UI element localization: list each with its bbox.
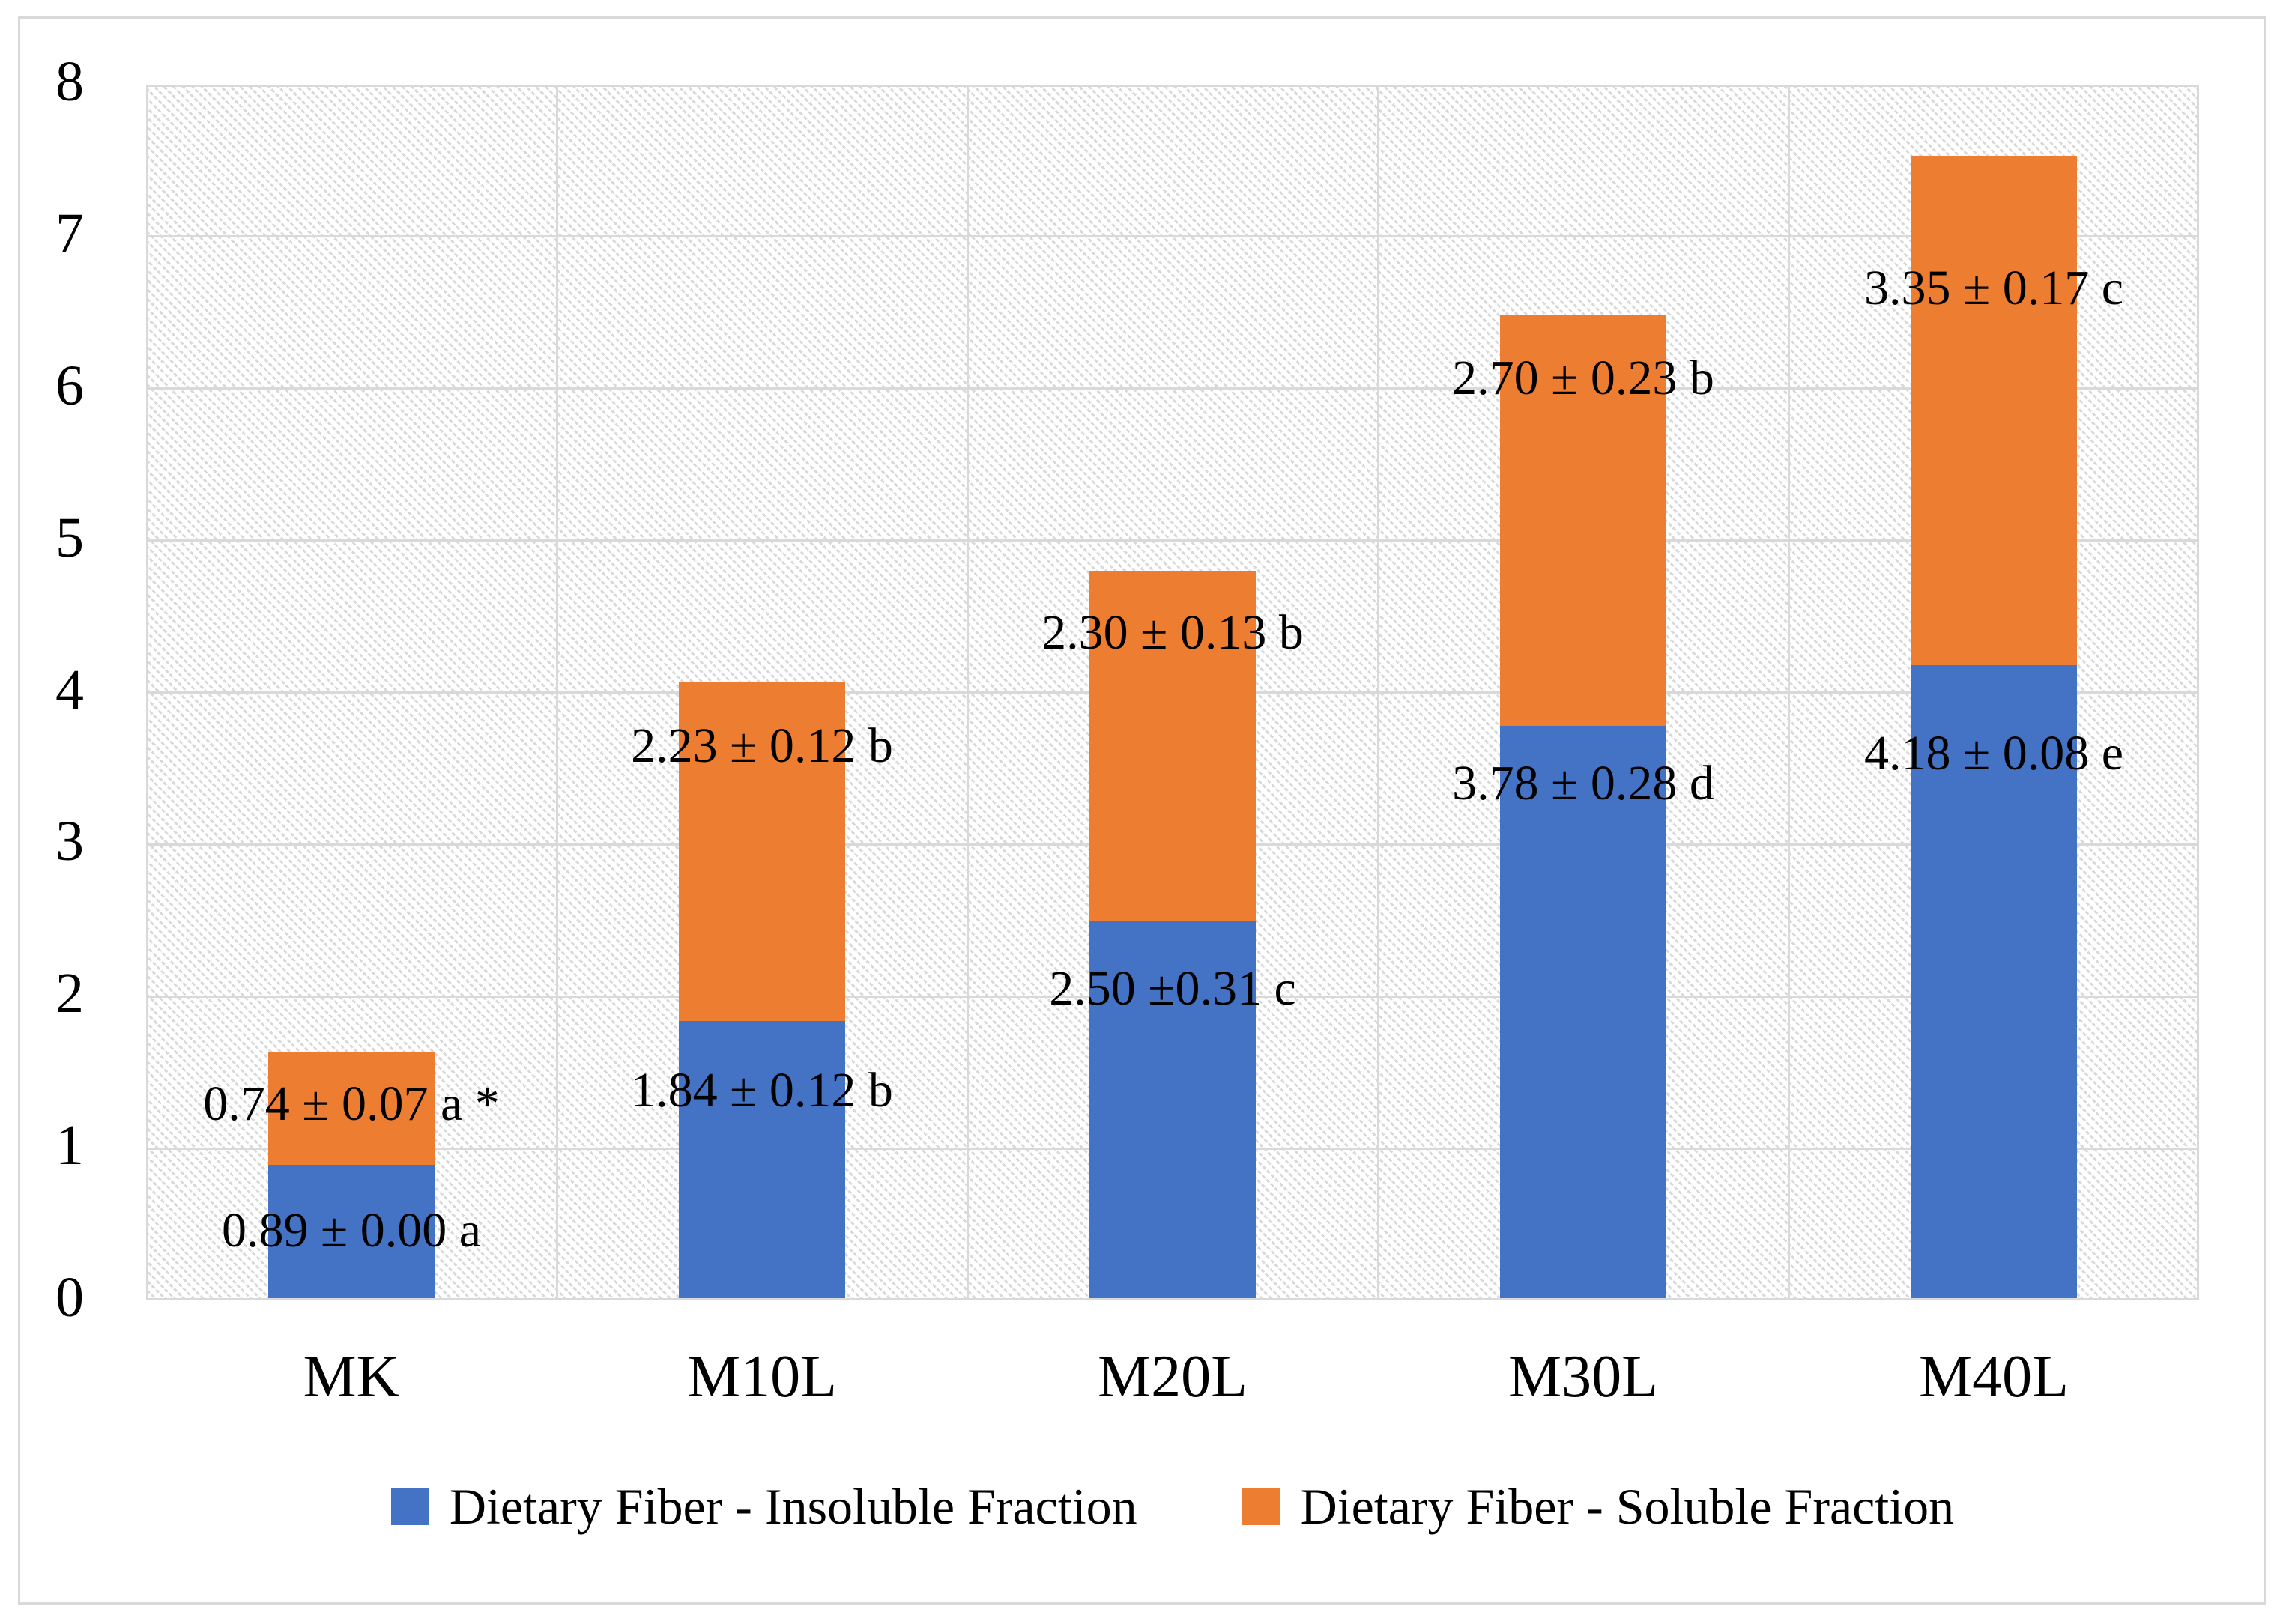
gridline-vertical [1376,85,1379,1300]
x-category-label-m40l: M40L [1919,1344,2069,1410]
legend-item-0: Dietary Fiber - Insoluble Fraction [390,1477,1137,1536]
legend-swatch-1 [1242,1488,1280,1526]
data-label-m40l-0: 4.18 ± 0.08 e [1863,725,2124,781]
x-category-label-m10l: M10L [687,1344,837,1410]
bar-segment-mk-insoluble-fraction [268,1165,435,1300]
bar-segment-m10l-soluble-fraction [679,682,845,1021]
gridline-vertical [1787,85,1790,1300]
x-category-label-m20l: M20L [1098,1344,1248,1410]
data-label-m10l-0: 1.84 ± 0.12 b [631,1063,893,1118]
data-label-m20l-0: 2.50 ±0.31 c [1049,961,1296,1016]
data-label-mk-1: 0.74 ± 0.07 a * [203,1076,500,1132]
bar-segment-m10l-insoluble-fraction [679,1020,845,1300]
gridline-horizontal [146,235,2199,238]
y-tick-label: 0 [55,1266,84,1329]
legend-swatch-0 [390,1488,429,1526]
legend-label-1: Dietary Fiber - Soluble Fraction [1300,1478,1955,1535]
y-tick-label: 3 [55,810,84,873]
bar-segment-m20l-soluble-fraction [1089,571,1256,921]
bar-segment-m30l-insoluble-fraction [1500,726,1666,1300]
gridline-horizontal [146,539,2199,542]
bar-segment-m40l-insoluble-fraction [1911,664,2077,1300]
legend: Dietary Fiber - Insoluble Fraction Dietar… [146,1477,2199,1536]
data-label-m40l-1: 3.35 ± 0.17 c [1863,260,2124,315]
bar-segment-m30l-soluble-fraction [1500,315,1666,727]
gridline-horizontal [146,387,2199,390]
x-category-label-mk: MK [303,1344,400,1410]
y-tick-label: 8 [55,50,84,113]
legend-item-1: Dietary Fiber - Soluble Fraction [1242,1477,1954,1536]
gridline-vertical [966,85,969,1300]
gridline-vertical [555,85,558,1300]
data-label-m30l-0: 3.78 ± 0.28 d [1452,756,1714,811]
data-label-m20l-1: 2.30 ± 0.13 b [1041,605,1304,661]
bar-segment-m40l-soluble-fraction [1911,156,2077,665]
y-tick-label: 1 [55,1114,84,1178]
x-category-label-m30l: M30L [1508,1344,1658,1410]
legend-label-0: Dietary Fiber - Insoluble Fraction [449,1478,1137,1535]
y-tick-label: 6 [55,354,84,417]
data-label-m30l-1: 2.70 ± 0.23 b [1452,350,1714,405]
y-tick-label: 7 [55,202,84,265]
bar-segment-mk-soluble-fraction [268,1052,435,1166]
y-tick-label: 5 [55,506,84,569]
y-tick-label: 4 [55,658,84,721]
data-label-m10l-1: 2.23 ± 0.12 b [631,718,893,773]
bar-segment-m20l-insoluble-fraction [1089,920,1256,1300]
y-tick-label: 2 [55,962,84,1025]
data-label-mk-0: 0.89 ± 0.00 a [221,1202,482,1258]
plot-area [146,85,2199,1300]
